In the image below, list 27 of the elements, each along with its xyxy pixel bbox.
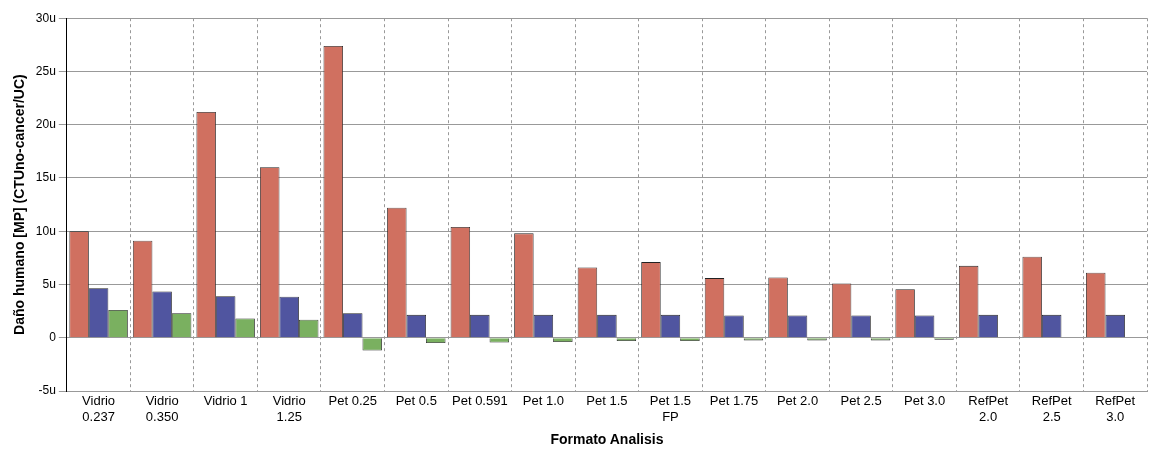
x-tick-label: Vidrio 1 (203, 393, 248, 409)
x-tick-label: Pet 1.5 FP (649, 393, 692, 424)
x-tick-label: Pet 0.591 (452, 393, 508, 409)
x-tick-label: Pet 1.5 (586, 393, 628, 409)
x-tick-label: Vidrio 1.25 (272, 393, 306, 424)
x-tick-label: Pet 0.5 (395, 393, 437, 409)
x-tick-label: Pet 0.25 (328, 393, 377, 409)
y-tick-label: -5u (38, 383, 56, 398)
x-tick-label: Pet 1.0 (522, 393, 564, 409)
x-tick-label: Pet 1.75 (709, 393, 759, 409)
x-tick-label: RefPet 2.5 (1031, 393, 1072, 424)
y-tick-label: 25u (35, 63, 56, 78)
x-tick-label: RefPet 2.0 (968, 393, 1009, 424)
y-tick-label: 5u (42, 276, 56, 291)
y-tick-label: 20u (35, 117, 56, 132)
y-axis-title: Daño humano [MP] (CTUno-cancer/UC) (11, 74, 28, 335)
y-tick-label: 0 (49, 330, 57, 345)
x-axis-title: Formato Analisis (550, 431, 664, 448)
x-tick-label: Pet 2.0 (776, 393, 819, 409)
x-tick-label: Pet 3.0 (904, 393, 946, 409)
x-tick-label: Vidrio 0.350 (145, 393, 179, 424)
y-tick-label: 30u (35, 10, 56, 25)
y-tick-label: 15u (35, 170, 56, 185)
x-tick-label: Pet 2.5 (840, 393, 882, 409)
x-tick-label: RefPet 3.0 (1095, 393, 1136, 424)
x-tick-label: Vidrio 0.237 (82, 393, 116, 424)
y-tick-label: 10u (35, 223, 56, 238)
